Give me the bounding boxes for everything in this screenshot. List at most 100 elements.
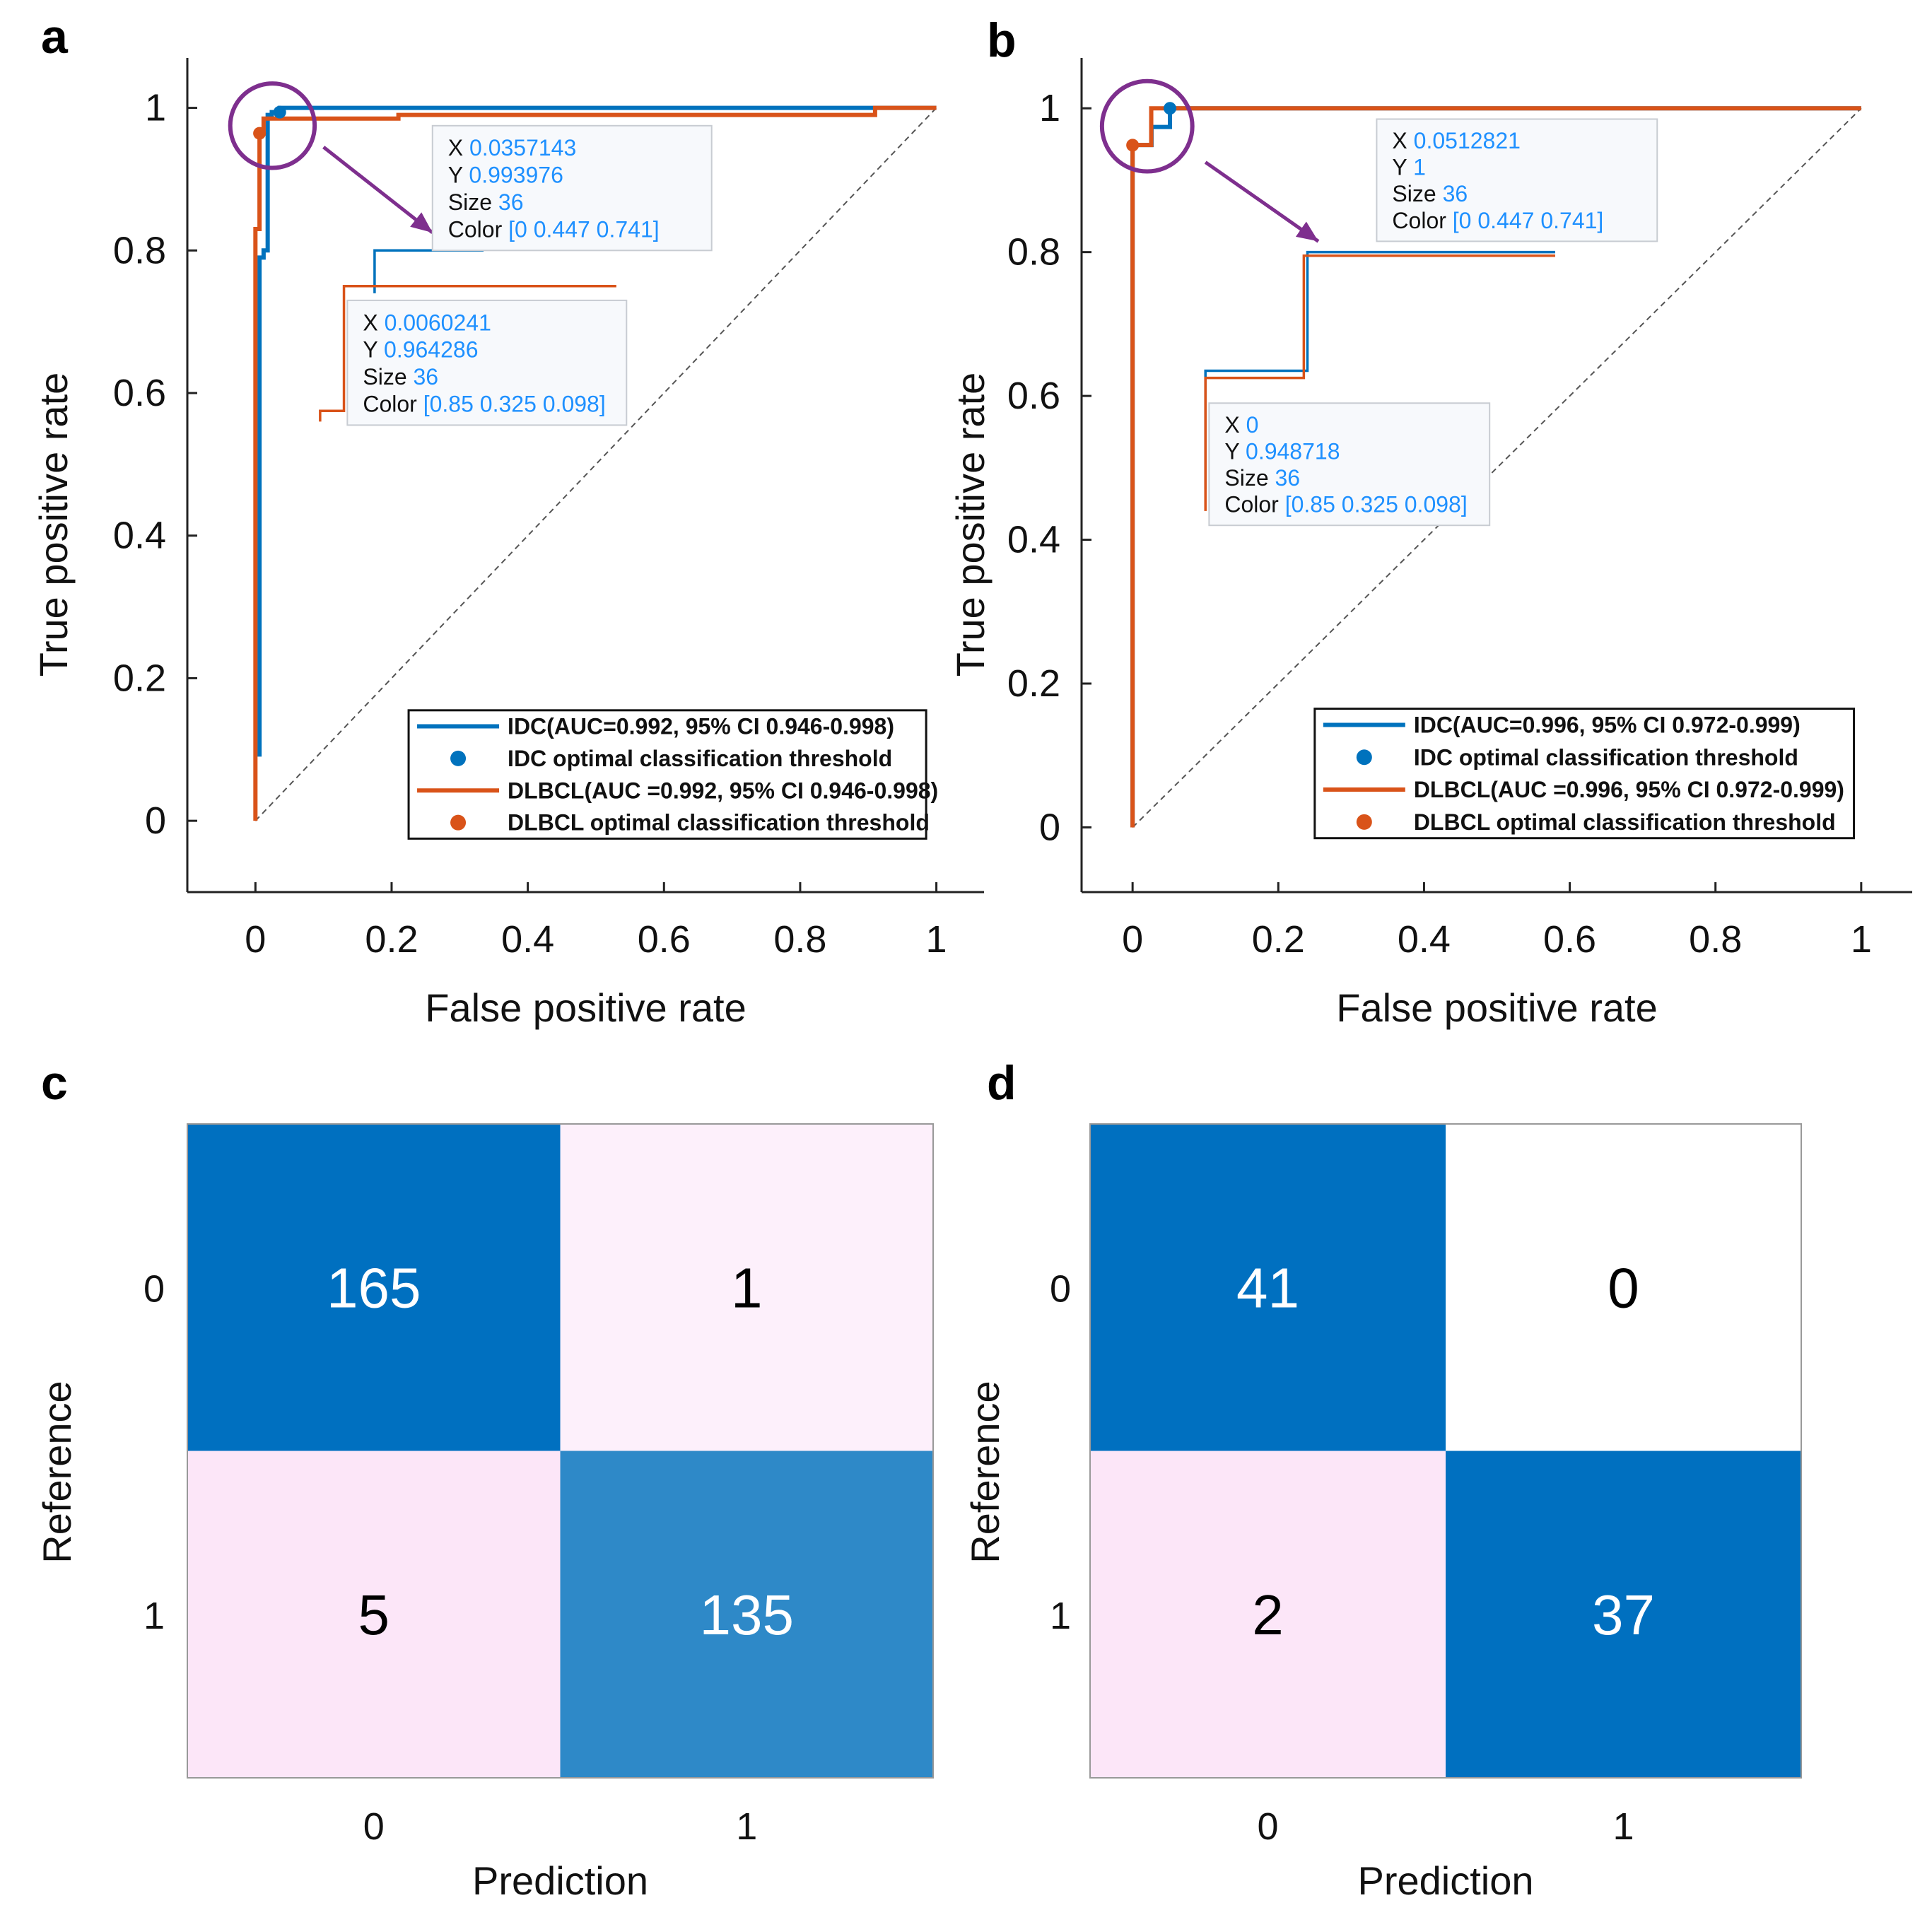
datatip-row: Size 36	[448, 189, 524, 215]
zoom-arrow	[322, 146, 434, 235]
datatip-row: Color [0 0.447 0.741]	[1392, 208, 1603, 233]
y-tick-label: 0.8	[113, 229, 166, 271]
datatip-field-value: 0.0357143	[469, 135, 576, 160]
roc-panel-b: b 0 0.2 0.4 0.6 0.8 1 0 0.2 0.4 0.6 0.8 1 False posit…	[948, 13, 1912, 1030]
x-axis-title: Prediction	[1357, 1858, 1533, 1903]
x-axis-title: False positive rate	[1336, 985, 1657, 1030]
roc-curve-dlbcl	[253, 105, 937, 821]
datatip-row: Size 36	[1224, 465, 1300, 491]
datatip-field-value: 36	[1443, 181, 1468, 206]
datatip-field-label: Size	[1392, 181, 1442, 206]
datatip-field-value: 0	[1246, 412, 1259, 438]
y-tick-label: 1	[145, 87, 166, 129]
datatip-field-value: 0.948718	[1246, 438, 1340, 464]
datatip-field-label: Size	[1224, 465, 1275, 491]
x-tick-label: 0	[245, 918, 266, 961]
y-tick-label: 0.2	[1007, 662, 1060, 705]
legend-entry-label: DLBCL(AUC =0.992, 95% CI 0.946-0.998)	[508, 778, 938, 803]
x-tick-label: 0.8	[773, 918, 826, 961]
y-tick-label: 0.4	[113, 515, 166, 557]
roc-curve-dlbcl	[1130, 106, 1861, 828]
column-label: 0	[363, 1805, 385, 1848]
cell-count: 41	[1236, 1256, 1299, 1319]
legend-entry-label: DLBCL(AUC =0.996, 95% CI 0.972-0.999)	[1414, 777, 1844, 802]
cell-count: 1	[731, 1256, 763, 1319]
roc-panel-a: a 0 0.2 0.4 0.6 0.8 1 0 0.2 0.4 0.6 0.8 1 False posit…	[31, 10, 984, 1030]
confusion-matrix-d: d 41 0 2 37 0 1 0 1 Prediction Reference	[963, 1056, 1802, 1903]
y-tick-label: 0.2	[113, 657, 166, 699]
datatip-field-value: 36	[498, 189, 524, 215]
datatip-row: X 0.0357143	[448, 135, 577, 160]
datatip-field-value: [0 0.447 0.741]	[1453, 208, 1604, 233]
datatip-row: X 0.0512821	[1392, 128, 1520, 153]
datatip-field-label: Size	[448, 189, 498, 215]
datatip-field-label: Y	[1224, 438, 1246, 464]
confusion-matrix-c: c 165 1 5 135 0 1 0 1 Prediction Reference	[35, 1056, 934, 1903]
datatip-row: Size 36	[363, 364, 438, 389]
cell-count: 2	[1252, 1583, 1284, 1646]
panel-label: d	[987, 1056, 1017, 1110]
datatip-row: Color [0.85 0.325 0.098]	[363, 391, 605, 416]
datatip-field-value: [0.85 0.325 0.098]	[1285, 492, 1468, 517]
panel-label: c	[41, 1056, 68, 1110]
datatip-field-label: Y	[448, 163, 469, 188]
x-tick-label: 0.2	[365, 918, 418, 961]
y-axis-title: Reference	[35, 1381, 79, 1563]
optimal-point-idc	[273, 105, 286, 119]
legend-dot-idc	[450, 750, 467, 766]
datatip-box	[1376, 118, 1658, 242]
datatip-field-value: 0.0512821	[1414, 128, 1521, 153]
x-tick-label: 0.4	[501, 918, 554, 961]
optimal-point-dlbcl	[1126, 139, 1140, 152]
x-tick-label: 0.8	[1689, 918, 1742, 961]
datatip-field-label: X	[448, 135, 469, 160]
cell-count: 5	[358, 1583, 390, 1646]
y-tick-label: 0.6	[1007, 375, 1060, 417]
x-tick-label: 0.2	[1252, 918, 1305, 961]
datatip-field-label: X	[363, 310, 384, 335]
datatip-field-value: 0.964286	[384, 337, 478, 363]
matrix-cell	[560, 1124, 933, 1451]
matrix-cell	[560, 1451, 933, 1778]
y-tick-label: 1	[1039, 87, 1060, 129]
column-label: 1	[736, 1805, 757, 1848]
datatip-box	[431, 124, 713, 252]
datatip-row: Y 0.948718	[1224, 438, 1340, 464]
x-axis-title: Prediction	[472, 1858, 648, 1903]
row-label: 0	[1050, 1267, 1071, 1310]
datatip-row: X 0	[1224, 412, 1258, 438]
datatip-box	[346, 299, 628, 426]
matrix-cell	[1446, 1124, 1801, 1451]
zoom-arrow	[1204, 160, 1320, 243]
chance-diagonal	[254, 107, 937, 821]
cell-count: 135	[700, 1583, 794, 1646]
x-tick-label: 0.4	[1398, 918, 1451, 961]
datatip-row: Y 0.964286	[363, 337, 478, 363]
panel-label: b	[987, 13, 1017, 67]
optimal-point-idc	[1164, 102, 1177, 115]
datatip-field-label: Color	[363, 391, 423, 416]
roc-curve-idc	[257, 105, 937, 757]
cell-count: 0	[1608, 1256, 1639, 1319]
inset-trace-dlbcl	[319, 284, 616, 422]
datatip-field-label: Color	[1392, 208, 1452, 233]
datatip-field-value: [0 0.447 0.741]	[508, 216, 660, 242]
datatip-field-value: 36	[414, 364, 439, 389]
datatip-row: Color [0.85 0.325 0.098]	[1224, 492, 1467, 517]
matrix-cell	[1090, 1451, 1446, 1778]
datatip-field-label: X	[1224, 412, 1246, 438]
matrix-cell	[1090, 1124, 1446, 1451]
datatip-field-label: Color	[1224, 492, 1284, 517]
optimal-point-dlbcl	[253, 127, 267, 140]
legend-dot-dlbcl	[450, 814, 467, 831]
x-tick-label: 0.6	[638, 918, 691, 961]
datatip-field-value: 36	[1275, 465, 1301, 491]
row-label: 1	[144, 1595, 165, 1637]
datatip-field-value: 1	[1413, 155, 1426, 180]
legend-dot-idc	[1356, 749, 1372, 766]
x-tick-label: 1	[926, 918, 947, 961]
y-axis-title: True positive rate	[31, 373, 76, 677]
y-tick-label: 0	[145, 799, 166, 842]
panel-label: a	[41, 10, 69, 64]
